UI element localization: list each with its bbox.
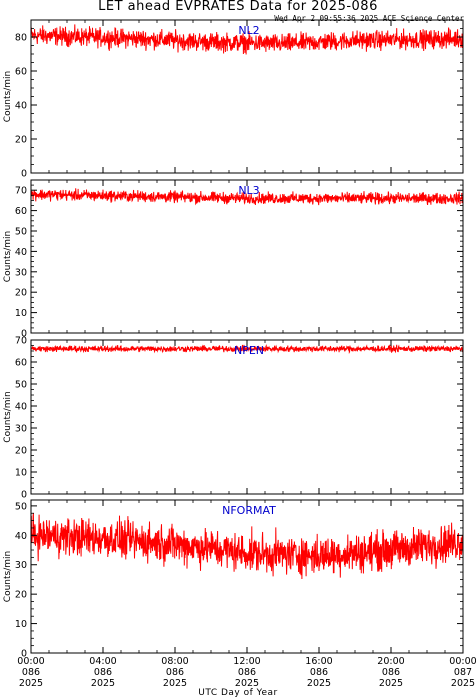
y-tick-label: 50 xyxy=(15,227,27,238)
x-tick-label-year: 2025 xyxy=(19,678,43,689)
x-tick-label-time: 00:00 xyxy=(17,656,44,667)
y-tick-label: 60 xyxy=(15,358,27,369)
y-tick-label: 50 xyxy=(15,501,27,512)
x-tick-label-doy: 086 xyxy=(166,667,184,678)
panel-label: NFORMAT xyxy=(222,504,276,517)
y-tick-label: 10 xyxy=(15,619,27,630)
y-axis-label: Counts/min xyxy=(3,71,13,122)
y-tick-label: 20 xyxy=(15,446,27,457)
x-axis-label: UTC Day of Year xyxy=(198,688,278,698)
x-tick-label-year: 2025 xyxy=(451,678,475,689)
y-tick-label: 0 xyxy=(21,649,27,660)
x-tick-label-year: 2025 xyxy=(163,678,187,689)
x-tick-label-time: 04:00 xyxy=(89,656,116,667)
x-tick-label-doy: 086 xyxy=(238,667,256,678)
x-tick-label-time: 16:00 xyxy=(305,656,332,667)
x-tick-label-time: 00:00 xyxy=(449,656,476,667)
y-tick-label: 0 xyxy=(21,490,27,501)
x-tick-label-year: 2025 xyxy=(91,678,115,689)
x-tick-label-time: 20:00 xyxy=(377,656,404,667)
panel-nl2: 0 20 40 60 80 Counts/min NL2 xyxy=(3,19,464,180)
y-tick-label: 70 xyxy=(15,186,27,197)
panel-nl3: 0 10 20 30 40 50 60 70 Counts/min NL3 xyxy=(3,179,464,340)
series-line-nl2 xyxy=(30,24,464,55)
x-tick-label-doy: 086 xyxy=(94,667,112,678)
y-tick-label: 70 xyxy=(15,336,27,347)
y-axis-label: Counts/min xyxy=(3,231,13,282)
y-tick-label: 50 xyxy=(15,380,27,391)
x-tick-label-time: 08:00 xyxy=(161,656,188,667)
panel-label: NL3 xyxy=(238,184,259,197)
x-tick-label-year: 2025 xyxy=(307,678,331,689)
series-line-npen xyxy=(30,344,464,354)
y-tick-label: 0 xyxy=(21,329,27,340)
y-tick-label: 30 xyxy=(15,560,27,571)
panel-npen: 0 10 20 30 40 50 60 70 Counts/min NPEN xyxy=(3,336,464,501)
y-tick-label: 40 xyxy=(15,531,27,542)
y-tick-label: 20 xyxy=(15,590,27,601)
x-tick-label-doy: 087 xyxy=(454,667,472,678)
x-tick-label-time: 12:00 xyxy=(233,656,260,667)
x-tick-label-doy: 086 xyxy=(382,667,400,678)
x-tick-label-year: 2025 xyxy=(379,678,403,689)
x-tick-label-doy: 086 xyxy=(22,667,40,678)
x-tick-label-doy: 086 xyxy=(310,667,328,678)
series-line-nformat xyxy=(30,513,464,580)
y-tick-label: 0 xyxy=(21,169,27,180)
panel-nformat: 0 10 20 30 40 50 Counts/min NFORMAT xyxy=(3,499,464,660)
panel-label: NL2 xyxy=(238,24,259,37)
y-tick-label: 80 xyxy=(15,33,27,44)
y-tick-label: 20 xyxy=(15,135,27,146)
y-axis-label: Counts/min xyxy=(3,551,13,602)
panel-frame xyxy=(30,179,464,334)
y-tick-label: 10 xyxy=(15,308,27,319)
x-tick-label-year: 2025 xyxy=(235,678,259,689)
panel-label: NPEN xyxy=(234,344,264,357)
y-tick-label: 40 xyxy=(15,247,27,258)
y-tick-label: 10 xyxy=(15,468,27,479)
timestamp-label: Wed Apr 2 09:55:36 2025 ACE Science Cent… xyxy=(274,14,464,23)
y-tick-label: 40 xyxy=(15,101,27,112)
y-axis-label: Counts/min xyxy=(3,391,13,442)
series-line-nl3 xyxy=(30,188,464,206)
panel-frame xyxy=(30,339,464,495)
y-tick-label: 60 xyxy=(15,206,27,217)
panel-frame xyxy=(30,499,464,654)
y-tick-label: 20 xyxy=(15,288,27,299)
y-tick-label: 40 xyxy=(15,402,27,413)
y-tick-label: 60 xyxy=(15,67,27,78)
y-tick-label: 30 xyxy=(15,424,27,435)
y-tick-label: 30 xyxy=(15,267,27,278)
chart-title: LET ahead EVPRATES Data for 2025-086 xyxy=(98,0,378,14)
